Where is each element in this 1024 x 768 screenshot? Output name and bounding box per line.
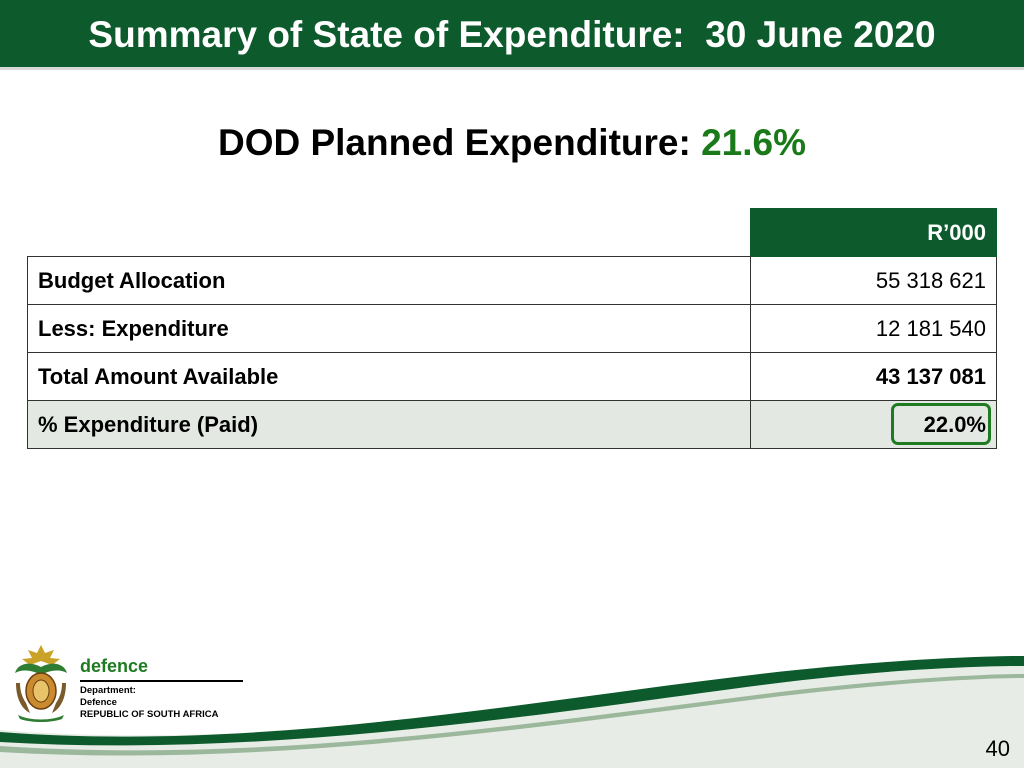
row-value: 55 318 621 — [750, 256, 997, 305]
defence-brand: defence Department: Defence REPUBLIC OF … — [80, 656, 245, 721]
table-row-total: Total Amount Available 43 137 081 — [26, 352, 997, 401]
slide-title: Summary of State of Expenditure: 30 June… — [88, 14, 936, 55]
brand-rule — [80, 680, 243, 682]
row-label: % Expenditure (Paid) — [26, 400, 752, 449]
title-bar: Summary of State of Expenditure: 30 June… — [0, 0, 1024, 70]
brand-word: defence — [80, 656, 149, 676]
planned-expenditure-heading: DOD Planned Expenditure: 21.6% — [0, 122, 1024, 164]
table-header-row: R’000 — [27, 208, 997, 257]
row-value: 22.0% — [923, 411, 986, 437]
header-blank-cell — [27, 208, 751, 257]
dept-line: Department: — [80, 685, 136, 696]
table-row-paid: % Expenditure (Paid) 22.0% — [26, 400, 997, 449]
planned-expenditure-label: DOD Planned Expenditure: — [217, 122, 691, 163]
footer-swoosh — [0, 656, 1024, 768]
row-label: Budget Allocation — [26, 256, 752, 305]
row-label: Total Amount Available — [26, 352, 752, 401]
planned-expenditure-value: 21.6% — [701, 122, 807, 163]
expenditure-table: R’000 Budget Allocation 55 318 621 Less:… — [26, 208, 997, 449]
table-row: Less: Expenditure 12 181 540 — [26, 304, 997, 353]
row-value: 43 137 081 — [750, 352, 997, 401]
highlight-box — [891, 403, 991, 445]
dept-line: Defence — [80, 697, 117, 708]
dept-line: REPUBLIC OF SOUTH AFRICA — [80, 709, 219, 720]
page-number: 40 — [985, 736, 1010, 761]
row-value: 12 181 540 — [750, 304, 997, 353]
table-row: Budget Allocation 55 318 621 — [26, 256, 997, 305]
unit-header: R’000 — [750, 208, 997, 257]
row-label: Less: Expenditure — [26, 304, 752, 353]
coat-of-arms-logo — [15, 645, 67, 722]
paid-value-cell: 22.0% — [750, 400, 997, 449]
